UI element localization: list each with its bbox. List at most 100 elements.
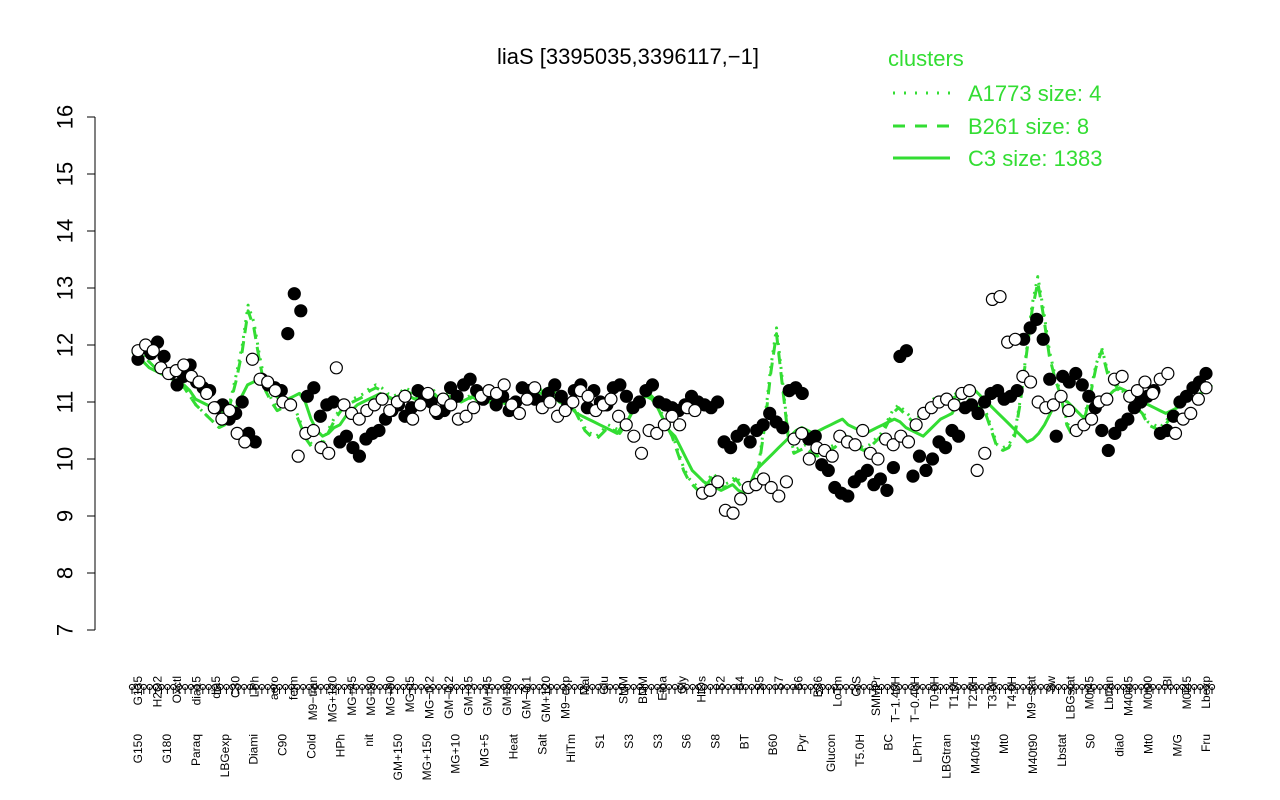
data-point-filled <box>1075 378 1089 392</box>
data-point-filled <box>352 449 367 463</box>
x-tick-label-upper: MG+120 <box>325 676 339 723</box>
data-point-open <box>1130 384 1144 398</box>
x-tick-label-lower: Cold <box>304 734 318 759</box>
x-tick-label-upper: LBGstat <box>1063 675 1077 719</box>
x-tick-label-lower: nit <box>362 733 376 746</box>
x-tick-label-upper: H2O2 <box>151 676 165 708</box>
data-point-open <box>406 412 420 426</box>
x-tick-label-upper: Sw <box>1044 676 1058 693</box>
y-tick-label: 10 <box>53 447 78 471</box>
data-point-open <box>756 472 771 486</box>
x-tick-label-lower: G180 <box>160 734 174 764</box>
x-tick-label-upper: Mal <box>578 676 592 695</box>
data-point-open <box>245 352 260 366</box>
x-tick-label-upper: GM−0.1 <box>520 676 534 719</box>
data-point-open <box>688 403 702 418</box>
data-point-open <box>657 418 671 432</box>
x-tick-label-lower: B60 <box>766 734 780 756</box>
x-tick-label-upper: Lbexp <box>1199 676 1213 709</box>
y-tick-label: 16 <box>53 105 78 129</box>
data-point-filled <box>1010 384 1024 398</box>
data-point-open <box>1115 369 1129 383</box>
x-tick-label-upper: SMMPr <box>869 676 883 716</box>
x-tick-label-upper: MG+t5 <box>403 676 417 713</box>
data-point-open <box>177 358 191 372</box>
y-tick-label: 14 <box>53 219 78 243</box>
data-point-open <box>772 489 786 503</box>
data-point-filled <box>899 344 914 358</box>
x-tick-label-lower: Diami <box>247 734 261 765</box>
x-tick-label-lower: T5.0H <box>853 734 867 767</box>
x-tick-label-upper: M40t45 <box>1122 676 1136 716</box>
x-tick-label-lower: BC <box>882 734 896 751</box>
data-point-open <box>375 392 389 406</box>
data-point-filled <box>1069 366 1083 381</box>
x-tick-label-upper: T−1.40H <box>889 676 903 722</box>
data-point-filled <box>951 429 966 443</box>
data-point-open <box>467 401 481 415</box>
data-point-open <box>581 389 595 403</box>
x-tick-label-upper: GM−0.2 <box>442 676 456 719</box>
legend-label-a1773: A1773 size: 4 <box>968 81 1101 106</box>
data-point-filled <box>1049 429 1063 443</box>
x-tick-label-lower: Paraq <box>189 734 203 766</box>
x-tick-label-upper: S4 <box>733 676 747 691</box>
data-point-open <box>604 392 618 406</box>
data-point-open <box>497 378 511 392</box>
data-point-filled <box>873 472 887 486</box>
x-tick-label-upper: aero <box>267 676 281 700</box>
data-point-open <box>398 389 412 403</box>
data-point-open <box>207 401 221 415</box>
x-tick-label-upper: MG+90 <box>384 676 398 716</box>
data-point-open <box>1054 389 1068 403</box>
x-tick-label-lower: Pyr <box>795 734 809 752</box>
x-tick-label-lower: GM+150 <box>391 734 405 781</box>
data-point-filled <box>1101 443 1115 458</box>
data-point-filled <box>1036 332 1050 346</box>
y-axis: 7 8 9 10 11 12 13 14 15 16 <box>53 105 96 636</box>
x-tick-label-lower: S3 <box>622 734 636 749</box>
data-point-open <box>489 386 504 401</box>
x-tick-label-upper: dia5 <box>209 676 223 699</box>
x-tick-label-upper: T1.0H <box>947 676 961 709</box>
data-point-filled <box>912 449 927 463</box>
x-tick-label-upper: S6 <box>791 676 805 691</box>
data-point-open <box>192 375 206 389</box>
data-point-open <box>1184 406 1198 420</box>
x-tick-label-lower: Heat <box>506 733 520 759</box>
data-point-open <box>200 386 214 401</box>
x-tick-label-upper: Glu <box>597 676 611 695</box>
x-tick-label-upper: T−0.40H <box>908 676 922 722</box>
data-point-open <box>825 449 839 463</box>
data-point-open <box>238 435 252 449</box>
data-point-filled <box>632 395 647 409</box>
x-tick-label-lower: HPh <box>333 734 347 757</box>
x-tick-label-upper: dia15 <box>189 676 203 706</box>
data-point-open <box>650 426 664 440</box>
data-point-open <box>970 463 984 477</box>
legend-label-c3: C3 size: 1383 <box>968 146 1103 171</box>
data-point-filled <box>880 483 894 497</box>
x-tick-label-upper: T2.0H <box>966 676 980 709</box>
data-point-open <box>261 375 275 389</box>
x-tick-label-upper: G/S <box>850 676 864 697</box>
x-tick-label-lower: S0 <box>1084 734 1098 749</box>
data-point-open <box>962 384 977 398</box>
y-tick-label: 12 <box>53 333 78 357</box>
data-point-filled <box>1121 412 1135 426</box>
data-point-filled <box>645 378 660 392</box>
x-tick-label-upper: ferm <box>287 676 301 700</box>
x-tick-label-lower: S6 <box>680 734 694 749</box>
x-tick-label-upper: Etha <box>655 676 669 701</box>
x-tick-label-lower: Mt0 <box>997 734 1011 754</box>
data-point-filled <box>1095 423 1109 438</box>
data-point-filled <box>281 327 295 341</box>
data-point-filled <box>1082 389 1096 403</box>
data-point-filled <box>776 421 790 435</box>
data-point-filled <box>619 389 634 403</box>
x-tick-label-upper: M9−tran <box>306 676 320 720</box>
x-tick-label-lower: HiTm <box>564 734 578 763</box>
x-tick-label-lower: S3 <box>651 734 665 749</box>
x-tick-label-upper: HiOs <box>694 676 708 703</box>
